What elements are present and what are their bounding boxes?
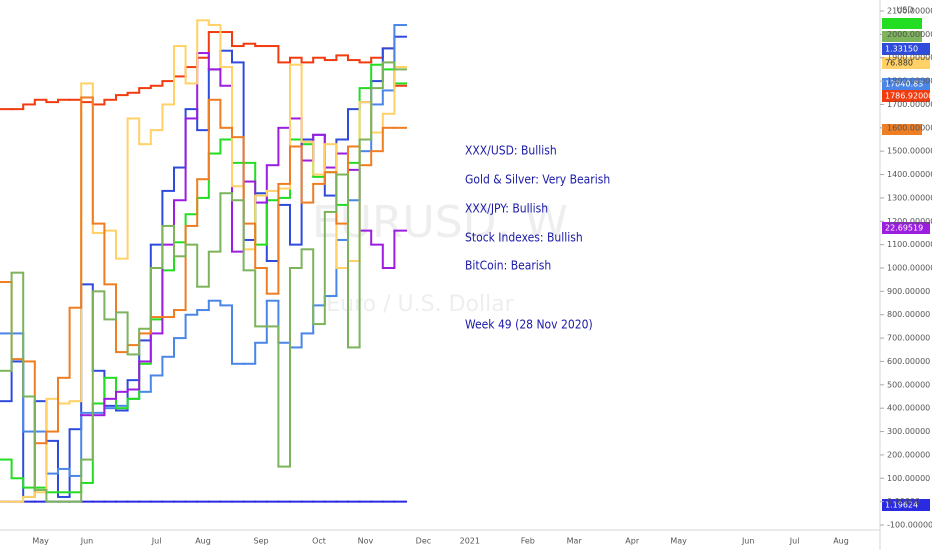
annotation: BitCoin: Bearish xyxy=(465,259,551,273)
y-tick-label: 900.00000 xyxy=(887,287,930,296)
annotation: XXX/USD: Bullish xyxy=(465,144,557,158)
y-tick-label: 800.00000 xyxy=(887,310,930,319)
x-tick-label: Jun xyxy=(741,537,755,546)
x-tick-label: Feb xyxy=(521,537,535,546)
annotation: Gold & Silver: Very Bearish xyxy=(465,173,610,187)
y-tick-label: 1000.00000 xyxy=(887,264,932,273)
price-tag-box xyxy=(882,57,930,69)
y-tick-label: 700.00000 xyxy=(887,334,930,343)
price-tag: 22.69519 xyxy=(885,224,923,233)
y-tick-label: 600.00000 xyxy=(887,357,930,366)
price-tag-box xyxy=(882,222,930,234)
y-tick-label: 400.00000 xyxy=(887,404,930,413)
x-tick-label: Dec xyxy=(416,537,431,546)
x-tick-label: Jul xyxy=(151,537,162,546)
y-tick-label: 1300.00000 xyxy=(887,193,932,202)
price-tag: 76.880 xyxy=(885,59,913,68)
y-tick-label: 1800.00000 xyxy=(887,77,932,86)
x-tick-label: May xyxy=(670,537,687,546)
y-tick-label: 0.00000 xyxy=(887,497,920,506)
x-tick-label: Aug xyxy=(195,537,211,546)
y-tick-label: 1100.00000 xyxy=(887,240,932,249)
y-tick-label: 100.00000 xyxy=(887,474,930,483)
price-tag: 17040.83 xyxy=(885,80,923,89)
y-tick-label: 2100.00000 xyxy=(887,7,932,16)
price-tag-box xyxy=(882,18,922,29)
price-tag-box xyxy=(882,43,930,55)
y-tick-label: -100.00000 xyxy=(887,521,932,530)
y-tick-label: 1500.00000 xyxy=(887,147,932,156)
y-tick-label: 1700.00000 xyxy=(887,100,932,109)
x-tick-label: Oct xyxy=(312,537,326,546)
watermark: EURUSD, W xyxy=(312,197,568,248)
annotation: Stock Indexes: Bullish xyxy=(465,231,583,245)
y-tick-label: 1200.00000 xyxy=(887,217,932,226)
x-tick-label: Jun xyxy=(80,537,94,546)
y-tick-label: 2000.00000 xyxy=(887,30,932,39)
price-tag-box xyxy=(882,78,930,90)
x-tick-label: 2021 xyxy=(460,537,480,546)
y-tick-label: 300.00000 xyxy=(887,427,930,436)
y-tick-label: 1400.00000 xyxy=(887,170,932,179)
price-tag: 1786.92000 xyxy=(885,92,932,101)
y-tick-label: 1900.00000 xyxy=(887,53,932,62)
x-tick-label: Jul xyxy=(789,537,800,546)
x-tick-label: Mar xyxy=(567,537,583,546)
price-tag-box xyxy=(882,499,930,511)
x-tick-label: Aug xyxy=(833,537,849,546)
annotation: XXX/JPY: Bullish xyxy=(465,202,548,216)
x-tick-label: Nov xyxy=(358,537,374,546)
price-tag: 1.19624 xyxy=(885,501,918,510)
x-tick-label: Apr xyxy=(625,537,640,546)
currency: USD xyxy=(896,6,913,15)
price-tags: 1.3315076.88017040.831786.9200022.695191… xyxy=(882,18,932,511)
price-tag-box xyxy=(882,90,930,102)
y-tick-label: 200.00000 xyxy=(887,450,930,459)
price-tag: 1.33150 xyxy=(885,45,918,54)
series-layer xyxy=(0,19,407,503)
x-tick-label: May xyxy=(32,537,49,546)
price-tag-box xyxy=(882,124,922,135)
watermark-sub: Euro / U.S. Dollar xyxy=(326,292,514,317)
y-tick-label: 1600.00000 xyxy=(887,123,932,132)
x-tick-label: Sep xyxy=(253,537,268,546)
price-tag-box xyxy=(882,31,922,42)
annotation: Week 49 (28 Nov 2020) xyxy=(465,318,593,332)
y-tick-label: 500.00000 xyxy=(887,380,930,389)
